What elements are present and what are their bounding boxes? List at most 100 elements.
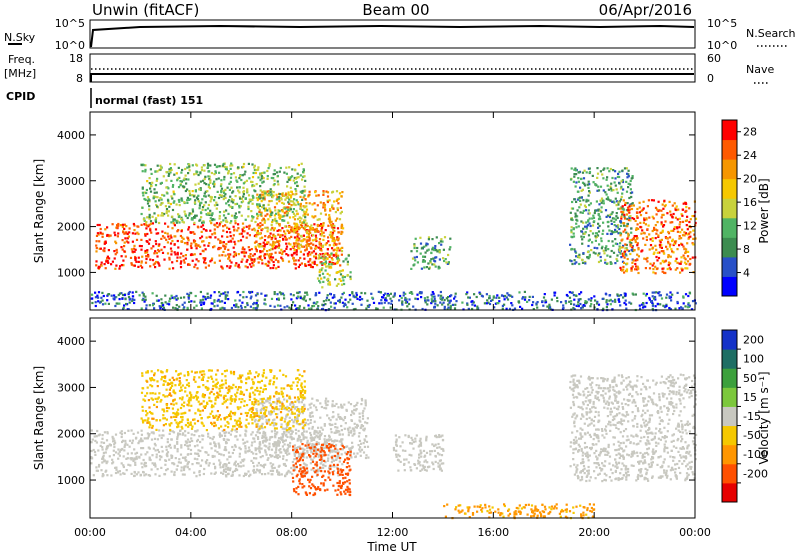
power-echo-cell xyxy=(613,224,616,227)
velocity-echo-cell xyxy=(261,455,264,458)
power-echo-cell xyxy=(630,231,633,234)
velocity-echo-cell xyxy=(195,475,198,478)
power-echo-cell xyxy=(328,283,332,286)
velocity-echo-cell xyxy=(359,454,362,457)
velocity-echo-cell xyxy=(171,462,174,465)
power-echo-cell xyxy=(97,266,100,270)
power-echo-cell xyxy=(228,182,231,185)
velocity-echo-cell xyxy=(225,442,228,445)
velocity-echo-cell xyxy=(262,430,265,433)
velocity-echo-cell xyxy=(296,415,299,418)
power-echo-cell xyxy=(203,192,206,195)
velocity-echo-cell xyxy=(355,403,358,407)
velocity-echo-cell xyxy=(305,436,308,439)
power-echo-cell xyxy=(607,239,610,243)
power-echo-cell xyxy=(625,167,628,170)
power-echo-cell xyxy=(242,186,245,189)
power-echo-cell xyxy=(195,247,198,250)
power-echo-cell xyxy=(331,226,334,229)
velocity-echo-cell xyxy=(209,436,212,440)
power-echo-cell xyxy=(309,263,312,266)
velocity-echo-cell xyxy=(225,463,228,466)
freq-strip: Freq. [MHz] 18 8 60 0 Nave xyxy=(4,52,774,85)
velocity-echo-cell xyxy=(239,434,242,437)
power-echo-cell xyxy=(581,258,584,261)
velocity-echo-cell xyxy=(277,465,280,468)
power-echo-cell xyxy=(660,216,663,219)
power-echo-cell xyxy=(253,229,257,232)
power-echo-cell xyxy=(104,241,107,244)
nsearch-label: N.Search xyxy=(746,27,796,40)
velocity-echo-cell xyxy=(342,419,345,422)
power-echo-cell xyxy=(308,230,311,233)
power-echo-cell xyxy=(449,304,452,307)
power-echo-cell xyxy=(334,278,337,281)
power-echo-cell xyxy=(288,209,291,212)
velocity-echo-cell xyxy=(317,426,320,429)
power-echo-cell xyxy=(133,224,136,227)
velocity-echo-cell xyxy=(144,453,147,456)
power-echo-cell xyxy=(336,236,339,239)
velocity-echo-cell xyxy=(160,466,163,469)
power-echo-cell xyxy=(658,239,661,242)
power-echo-cell xyxy=(256,224,259,227)
power-echo-cell xyxy=(174,235,177,238)
power-echo-cell xyxy=(140,238,143,241)
power-echo-cell xyxy=(278,240,281,243)
velocity-echo-cell xyxy=(158,455,162,458)
power-echo-cell xyxy=(153,307,156,310)
power-echo-cell xyxy=(176,253,179,256)
power-echo-cell xyxy=(610,189,613,192)
velocity-echo-cell xyxy=(190,433,193,436)
power-echo-cell xyxy=(272,194,275,197)
power-echo-cell xyxy=(278,200,281,203)
power-echo-cell xyxy=(606,221,609,224)
power-echo-cell xyxy=(160,167,163,170)
power-echo-cell xyxy=(203,258,206,262)
velocity-echo-cell xyxy=(291,418,294,421)
power-echo-cell xyxy=(234,195,237,198)
power-echo-cell xyxy=(287,201,290,204)
power-echo-cell xyxy=(202,220,205,223)
power-echo-cell xyxy=(283,214,286,217)
velocity-echo-cell xyxy=(347,434,350,437)
power-echo-cell xyxy=(194,244,197,247)
velocity-echo-cell xyxy=(308,414,311,417)
power-echo-cell xyxy=(639,221,642,224)
power-echo-cell xyxy=(273,291,276,294)
velocity-echo-cell xyxy=(243,458,246,461)
power-echo-cell xyxy=(141,186,144,189)
power-echo-cell xyxy=(318,218,321,221)
power-echo-cell xyxy=(247,207,250,211)
velocity-echo-cell xyxy=(184,430,187,433)
power-echo-cell xyxy=(501,294,504,297)
velocity-echo-cell xyxy=(350,429,353,432)
power-echo-cell xyxy=(621,205,624,208)
power-echo-cell xyxy=(226,291,229,294)
velocity-echo-cell xyxy=(220,471,223,474)
velocity-echo-cell xyxy=(141,466,144,469)
power-echo-cell xyxy=(419,291,422,294)
power-echo-cell xyxy=(493,306,496,309)
power-echo-cell xyxy=(608,294,612,297)
velocity-echo-cell xyxy=(276,431,279,434)
power-echo-cell xyxy=(160,298,163,301)
power-echo-cell xyxy=(171,261,174,264)
power-echo-cell xyxy=(156,164,159,167)
power-echo-cell xyxy=(176,230,179,233)
power-echo-cell xyxy=(195,304,198,307)
power-echo-cell xyxy=(116,224,119,227)
power-echo-cell xyxy=(415,250,419,253)
power-echo-cell xyxy=(287,231,291,234)
velocity-echo-cell xyxy=(106,474,109,477)
power-echo-cell xyxy=(332,253,335,256)
velocity-echo-cell xyxy=(176,464,179,467)
power-echo-cell xyxy=(313,228,316,231)
velocity-echo-cell xyxy=(283,449,286,452)
power-echo-cell xyxy=(176,179,179,182)
power-echo-cell xyxy=(336,207,339,210)
power-echo-cell xyxy=(416,246,419,250)
power-echo-cell xyxy=(150,247,153,250)
power-echo-cell xyxy=(437,265,440,268)
